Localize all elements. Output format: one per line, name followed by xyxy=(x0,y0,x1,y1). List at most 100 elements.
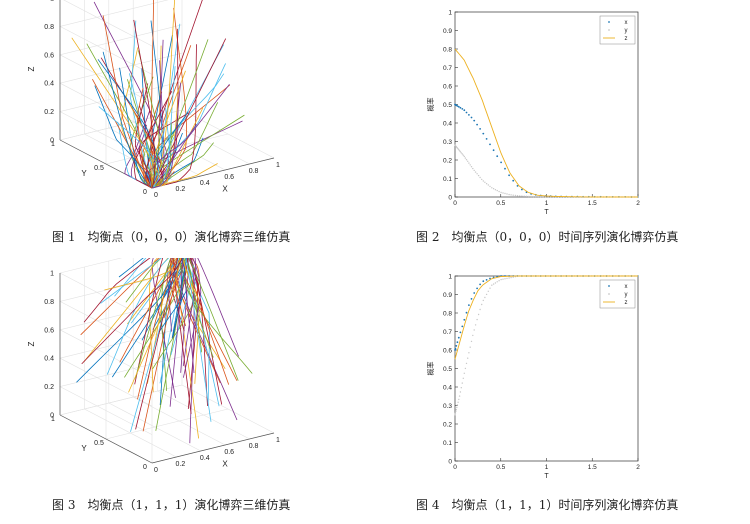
x-tick-label: 0.6 xyxy=(224,174,234,181)
series-y-point xyxy=(492,283,495,285)
trajectory-line xyxy=(151,82,182,189)
x-tick-label: 0 xyxy=(453,200,457,207)
trajectory-line xyxy=(133,91,173,189)
series-x-point xyxy=(492,149,495,152)
y-axis-line xyxy=(59,414,153,464)
series-y-point xyxy=(525,195,528,197)
figure-4-time-series: 0 0.1 0.2 0.3 0.4 0.5 0.6 0.7 0.8 0.9 1 0 0.5 1 1.5 2 T 概… xyxy=(426,273,640,480)
series-y-point xyxy=(464,367,467,370)
x-tick-label: 1.5 xyxy=(588,464,597,471)
series-x-point xyxy=(496,155,499,158)
trajectory-line xyxy=(114,258,147,297)
trajectory-line xyxy=(137,258,178,400)
legend-box xyxy=(599,15,636,45)
trajectory-line xyxy=(190,258,208,407)
series-y-point xyxy=(473,329,475,331)
series-y-point xyxy=(460,152,462,154)
series-y-point xyxy=(498,190,500,193)
y-tick-label: 0 xyxy=(448,458,452,465)
series-y-point xyxy=(496,189,498,192)
series-y-point xyxy=(491,187,493,189)
grid-line xyxy=(59,81,183,112)
legend-label: z xyxy=(625,300,628,306)
z-tick-label: 0.8 xyxy=(44,24,54,31)
x-tick-label: 1.5 xyxy=(588,200,597,207)
series-y-point xyxy=(542,196,544,198)
series-y-point xyxy=(457,401,459,403)
series-y-point xyxy=(477,174,480,177)
series-y-point xyxy=(465,159,468,161)
y-tick-label: 1 xyxy=(448,9,452,16)
y-tick-label: 0 xyxy=(143,189,147,196)
series-y-point xyxy=(496,281,498,283)
series-y-point xyxy=(537,195,539,198)
series-x-point xyxy=(489,277,491,280)
series-y-point xyxy=(514,194,517,197)
x-axis-label: X xyxy=(222,460,228,469)
series-x-point xyxy=(473,119,476,122)
x-tick-label: 1 xyxy=(276,437,280,444)
legend-label: x xyxy=(625,284,628,290)
series-x-point xyxy=(465,311,468,314)
x-tick-label: 1 xyxy=(545,200,549,207)
z-tick-label: 0 xyxy=(50,413,54,420)
trajectory-line xyxy=(151,28,179,189)
grid-line xyxy=(59,356,183,387)
series-y-point xyxy=(510,194,512,196)
series-y-point xyxy=(504,278,506,280)
series-y-point xyxy=(456,406,458,409)
x-tick-label: 0.2 xyxy=(176,186,186,193)
series-y-point xyxy=(485,183,488,185)
series-y-point xyxy=(500,191,502,194)
y-tick-label: 0.7 xyxy=(443,329,452,336)
series-y-point xyxy=(481,178,483,181)
trajectory-line xyxy=(81,258,183,365)
z-tick-label: 1 xyxy=(50,0,54,3)
z-axis-label: Z xyxy=(27,341,36,346)
trajectory-line xyxy=(100,258,163,304)
series-y-point xyxy=(491,284,493,286)
series-x-point xyxy=(500,161,502,164)
series-y-point xyxy=(502,192,504,194)
x-tick-label: 0.6 xyxy=(224,449,234,456)
y-axis-label: 概率 xyxy=(426,98,435,112)
x-axis-label: X xyxy=(222,185,228,194)
series-y-point xyxy=(521,195,523,197)
y-tick-label: 0 xyxy=(448,194,452,201)
z-tick-label: 0.2 xyxy=(44,384,54,391)
trajectory-line xyxy=(149,258,158,393)
y-tick-label: 0.4 xyxy=(443,120,452,127)
series-y-point xyxy=(482,299,484,302)
series-z-line xyxy=(454,275,638,360)
series-y-point xyxy=(508,193,510,196)
trajectory-line xyxy=(170,258,195,356)
y-tick-label: 1 xyxy=(51,416,55,423)
trajectory-line xyxy=(182,258,195,374)
series-x-point xyxy=(470,116,473,119)
series-y-point xyxy=(463,155,465,158)
series-x-point xyxy=(457,105,460,108)
series-x-point xyxy=(479,283,481,286)
trajectory-line xyxy=(179,258,253,374)
y-tick-label: 0.4 xyxy=(443,384,452,391)
trajectory-line xyxy=(98,106,160,189)
series-y-point xyxy=(462,154,464,156)
series-x-point xyxy=(470,298,473,300)
series-y-point xyxy=(481,303,483,306)
trajectory-line xyxy=(184,258,203,353)
series-y-point xyxy=(465,362,468,365)
series-x-point xyxy=(463,318,466,321)
series-x-point xyxy=(456,105,459,107)
trajectory-line xyxy=(160,258,175,391)
series-y-point xyxy=(464,157,467,159)
y-tick-label: 0.2 xyxy=(443,421,452,428)
x-tick-label: 0.2 xyxy=(176,461,186,468)
series-y-point xyxy=(519,195,521,197)
y-tick-label: 0.9 xyxy=(443,292,452,299)
series-y-point xyxy=(502,278,504,280)
y-axis-label: 概率 xyxy=(426,362,435,376)
figure-1-caption: 图 1 均衡点（0，0，0）演化博弈三维仿真 xyxy=(52,230,291,244)
series-x-point xyxy=(461,325,464,328)
series-x-point xyxy=(459,331,462,334)
